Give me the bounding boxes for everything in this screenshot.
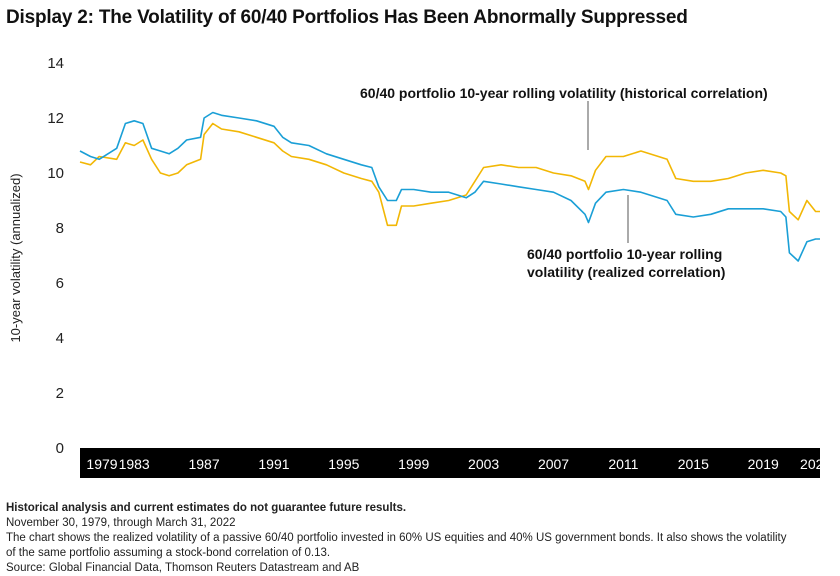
y-tick-label: 12: [47, 110, 64, 127]
realized-correlation-label-line2: volatility (realized correlation): [527, 264, 725, 280]
chart-plot: 0 2 4 6 8 10 12 14 10-year volatility (annualiz…: [8, 55, 831, 478]
disclaimer: Historical analysis and current estimate…: [6, 502, 407, 514]
x-tick-label: 1987: [188, 456, 219, 472]
note-line-2: of the same portfolio assuming a stock-b…: [6, 547, 331, 559]
source: Source: Global Financial Data, Thomson R…: [6, 562, 360, 574]
series-line-historical-correlation: [79, 122, 820, 227]
y-tick-label: 6: [56, 275, 64, 292]
y-tick-label: 8: [56, 220, 64, 237]
x-tick-label: 1979: [86, 456, 117, 472]
series-layer: [79, 111, 820, 262]
note-line-1: The chart shows the realized volatility …: [6, 532, 787, 544]
x-tick-label: 2011: [608, 456, 638, 472]
x-tick-label: 1991: [258, 456, 289, 472]
chart-footer: Historical analysis and current estimate…: [6, 501, 836, 576]
x-axis-band: [80, 448, 820, 478]
series-line-realized-correlation: [79, 111, 820, 262]
x-tick-label: 1999: [398, 456, 429, 472]
date-range: November 30, 1979, through March 31, 202…: [6, 517, 236, 529]
y-tick-label: 0: [56, 440, 64, 457]
x-tick-label: 2019: [748, 456, 779, 472]
chart-title: Display 2: The Volatility of 60/40 Portf…: [6, 7, 688, 28]
x-tick-label: 1995: [328, 456, 359, 472]
y-axis: 0 2 4 6 8 10 12 14: [47, 55, 64, 457]
x-tick-label: 2022: [800, 456, 831, 472]
y-tick-label: 10: [47, 165, 64, 182]
x-tick-label: 2003: [468, 456, 499, 472]
x-tick-label: 2015: [678, 456, 709, 472]
x-axis: 1979 1983 1987 1991 1995 1999 2003 2007 2011 2015…: [86, 456, 831, 472]
realized-correlation-label-line1: 60/40 portfolio 10-year rolling: [527, 246, 722, 262]
x-tick-label: 1983: [119, 456, 150, 472]
y-tick-label: 2: [56, 385, 64, 402]
y-tick-label: 14: [47, 55, 64, 72]
y-axis-label: 10-year volatility (annualized): [8, 173, 23, 342]
y-tick-label: 4: [56, 330, 64, 347]
historical-correlation-label: 60/40 portfolio 10-year rolling volatili…: [360, 85, 768, 101]
x-tick-label: 2007: [538, 456, 569, 472]
